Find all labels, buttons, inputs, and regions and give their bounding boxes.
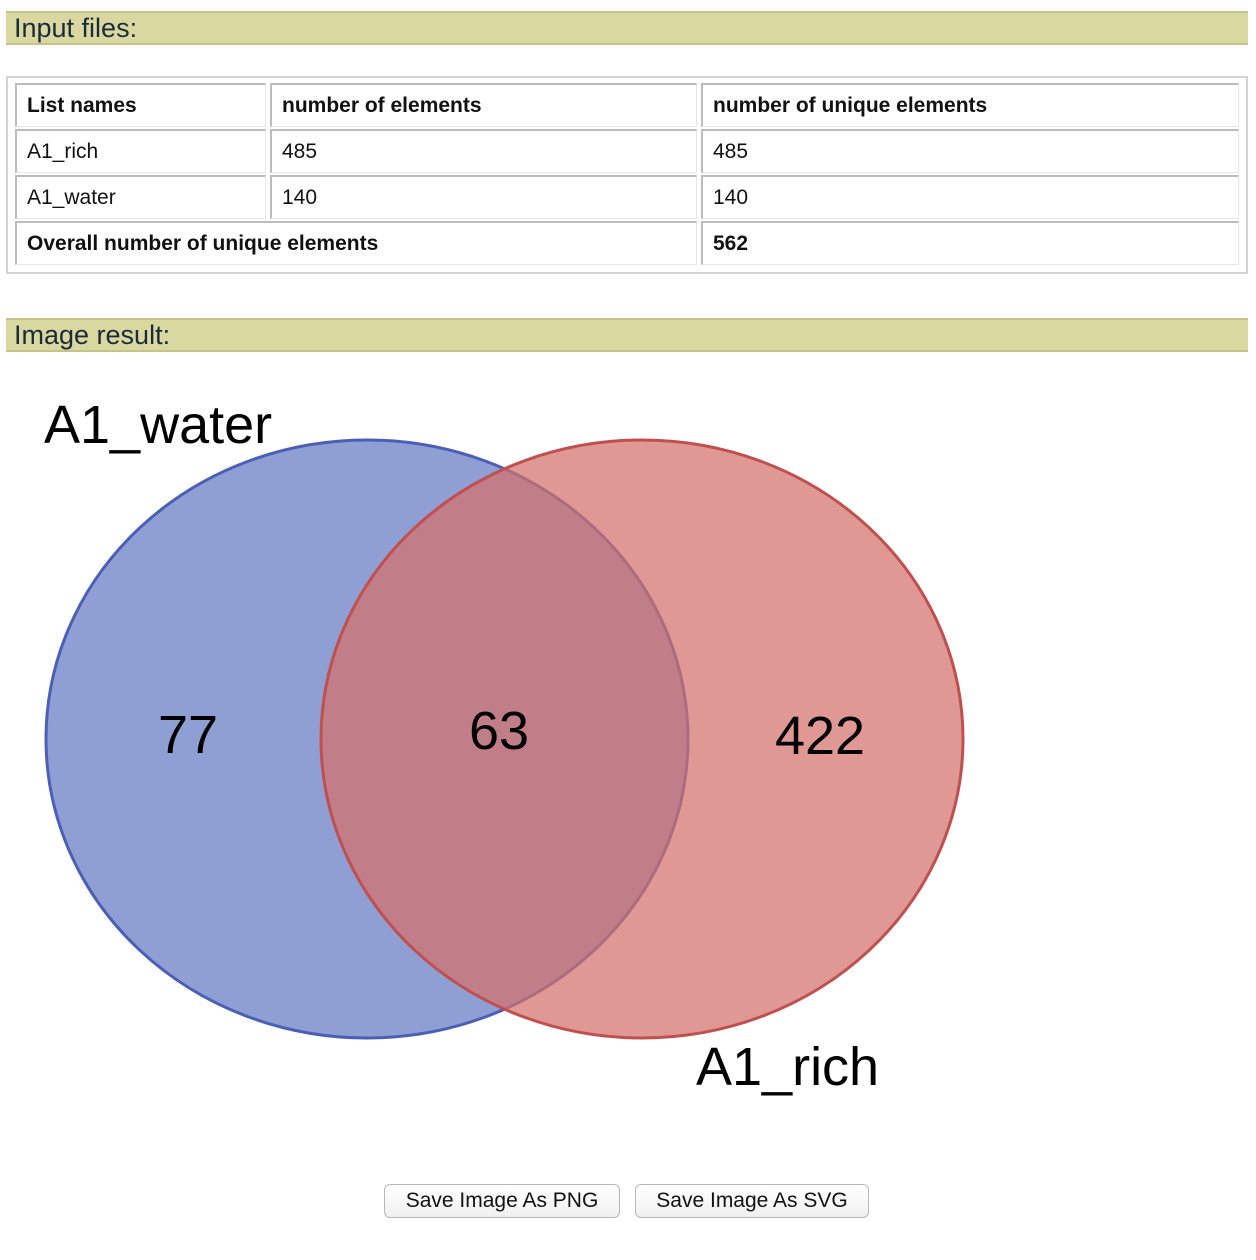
table-row: A1_rich 485 485 (15, 129, 1239, 173)
number-of-elements-cell: 140 (270, 175, 697, 219)
save-image-png-button[interactable]: Save Image As PNG (384, 1184, 620, 1218)
venn-diagram: A1_water A1_rich 77 63 422 (44, 395, 965, 1097)
venn-set-label-a1-rich: A1_rich (696, 1037, 879, 1097)
list-name-cell: A1_water (15, 175, 266, 219)
table-row: A1_water 140 140 (15, 175, 1239, 219)
venn-count-a1-water-only: 77 (158, 705, 218, 765)
venn-count-a1-rich-only: 422 (775, 706, 865, 766)
table-total-row: Overall number of unique elements 562 (15, 221, 1239, 265)
input-files-table: List names number of elements number of … (6, 76, 1248, 274)
overall-unique-value: 562 (701, 221, 1239, 265)
table-header-row: List names number of elements number of … (15, 83, 1239, 127)
list-name-cell: A1_rich (15, 129, 266, 173)
venn-circle-a1-rich (319, 438, 965, 1040)
list-summary-table: List names number of elements number of … (11, 81, 1243, 267)
venn-count-intersection: 63 (469, 701, 529, 761)
overall-unique-label: Overall number of unique elements (15, 221, 697, 265)
column-header-number-of-elements: number of elements (270, 83, 697, 127)
number-of-unique-elements-cell: 140 (701, 175, 1239, 219)
number-of-elements-cell: 485 (270, 129, 697, 173)
number-of-unique-elements-cell: 485 (701, 129, 1239, 173)
image-result-header: Image result: (6, 318, 1248, 352)
column-header-list-names: List names (15, 83, 266, 127)
column-header-number-of-unique-elements: number of unique elements (701, 83, 1239, 127)
venn-set-label-a1-water: A1_water (44, 395, 272, 455)
save-image-svg-button[interactable]: Save Image As SVG (635, 1184, 869, 1218)
input-files-header: Input files: (6, 11, 1248, 45)
